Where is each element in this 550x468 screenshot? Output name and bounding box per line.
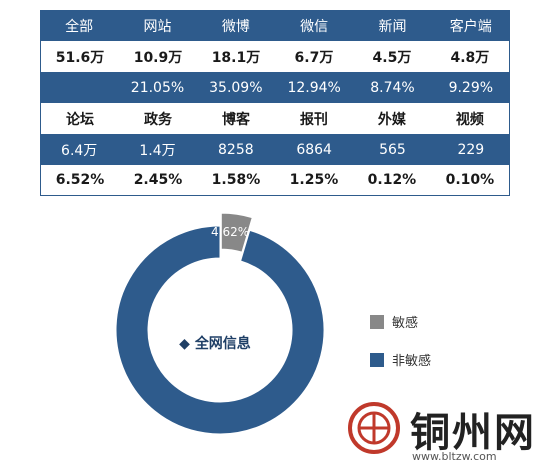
percent-cell: 1.58% <box>211 172 261 188</box>
header-cell: 客户端 <box>449 18 492 35</box>
table-percent-row-1: 21.05% 35.09% 12.94% 8.74% 9.29% <box>40 72 510 103</box>
header-cell: 政务 <box>143 111 172 128</box>
value-cell: 6.4万 <box>61 142 98 159</box>
seal-icon <box>348 402 400 454</box>
header-cell: 网站 <box>143 18 172 35</box>
value-cell: 1.4万 <box>139 142 176 159</box>
legend-item-non-sensitive: 非敏感 <box>370 350 431 369</box>
percent-cell: 0.12% <box>367 172 417 188</box>
percent-cell: 35.09% <box>209 79 263 96</box>
pie-slice-sensitive <box>220 212 253 253</box>
donut-center-label: ◆ 全网信息 <box>179 336 251 352</box>
header-cell: 博客 <box>221 111 250 128</box>
percent-cell: 8.74% <box>370 79 415 96</box>
header-cell: 微信 <box>300 18 329 35</box>
header-cell: 新闻 <box>378 18 407 35</box>
legend-item-sensitive: 敏感 <box>370 312 418 331</box>
value-cell: 8258 <box>218 141 254 158</box>
header-cell: 外媒 <box>377 111 406 128</box>
percent-cell: 12.94% <box>287 79 341 96</box>
percent-cell: 0.10% <box>445 172 495 188</box>
value-cell: 6.7万 <box>294 49 334 66</box>
value-cell: 4.8万 <box>450 49 490 66</box>
legend-label: 敏感 <box>392 316 419 331</box>
value-cell: 10.9万 <box>133 49 183 66</box>
slice-label-sensitive: 4.62% <box>211 225 250 239</box>
table-values-row-1: 51.6万 10.9万 18.1万 6.7万 4.5万 4.8万 <box>40 41 510 72</box>
header-cell: 报刊 <box>299 111 328 128</box>
percent-cell: 6.52% <box>55 172 105 188</box>
percent-cell: 1.25% <box>289 172 339 188</box>
percent-cell: 21.05% <box>130 79 185 96</box>
value-cell: 6864 <box>296 141 332 158</box>
value-cell: 229 <box>457 141 485 158</box>
table-values-row-2: 6.4万 1.4万 8258 6864 565 229 <box>40 134 510 165</box>
header-cell: 视频 <box>455 111 484 128</box>
watermark-url: www.bltzw.com <box>412 450 497 463</box>
table-header-row-2: 论坛 政务 博客 报刊 外媒 视频 <box>40 103 510 134</box>
legend-swatch <box>370 352 384 367</box>
slice-label-non-sensitive: 95.38% <box>162 432 208 446</box>
watermark-text: 铜州网 <box>410 409 536 456</box>
donut-chart <box>115 212 325 435</box>
value-cell: 51.6万 <box>55 49 105 66</box>
percent-cell: 9.29% <box>448 79 494 96</box>
value-cell: 18.1万 <box>211 49 261 66</box>
table-percent-row-2: 6.52% 2.45% 1.58% 1.25% 0.12% 0.10% <box>40 165 510 196</box>
pie-slice-non-sensitive <box>115 225 325 435</box>
legend-swatch <box>370 314 384 329</box>
table-header-row-1: 全部 网站 微博 微信 新闻 客户端 <box>40 10 510 41</box>
header-cell: 论坛 <box>65 111 94 128</box>
header-cell: 全部 <box>65 18 94 35</box>
percent-cell: 2.45% <box>133 172 183 188</box>
stats-table: 全部 网站 微博 微信 新闻 客户端 51.6万 10.9万 18.1万 6.7… <box>40 10 510 196</box>
legend-label: 非敏感 <box>392 354 432 369</box>
header-cell: 微博 <box>221 18 250 35</box>
value-cell: 565 <box>379 141 406 158</box>
value-cell: 4.5万 <box>372 49 412 66</box>
watermark-logo: 铜州网 www.bltzw.com <box>340 400 550 468</box>
